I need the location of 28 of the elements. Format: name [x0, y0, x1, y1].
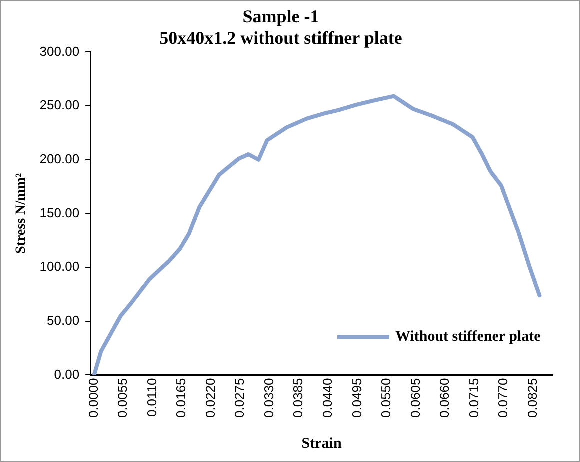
x-tick-label: 0.0055	[115, 378, 130, 418]
x-tick-label: 0.0385	[290, 378, 306, 418]
x-tick-label: 0.0770	[496, 378, 511, 418]
y-tick-label: 250.00	[40, 98, 80, 113]
x-tick-label: 0.0660	[437, 378, 452, 418]
y-tick-label: 100.00	[40, 259, 80, 274]
x-tick-label: 0.0605	[408, 378, 423, 418]
x-tick-label: 0.0715	[466, 378, 482, 418]
x-tick-label: 0.0275	[232, 378, 248, 418]
y-tick-label: 200.00	[40, 151, 80, 166]
text: 50x40x1.2 without stiffner plate	[160, 28, 402, 48]
x-tick-label: 0.0330	[261, 378, 276, 418]
x-tick-label: 0.0495	[349, 378, 364, 418]
y-axis-title: Stress N/mm²	[14, 173, 30, 254]
y-tick-label: 150.00	[40, 205, 80, 220]
x-tick-label: 0.0440	[320, 378, 336, 418]
x-tick-label: 0.0110	[144, 378, 160, 418]
x-tick-label: 0.0000	[86, 378, 101, 418]
y-tick-label: 0.00	[54, 366, 80, 382]
x-tick-label: 0.0220	[202, 378, 218, 418]
x-tick-label: 0.0550	[378, 378, 394, 418]
text: Sample -1	[242, 6, 320, 26]
x-tick-label: 0.0825	[524, 378, 540, 418]
legend-label: Without stiffener plate	[395, 329, 542, 346]
y-tick-label: 300.00	[40, 44, 80, 59]
x-tick-label: 0.0165	[174, 378, 189, 418]
x-axis-title: Strain	[302, 436, 342, 452]
y-tick-label: 50.00	[47, 312, 80, 328]
